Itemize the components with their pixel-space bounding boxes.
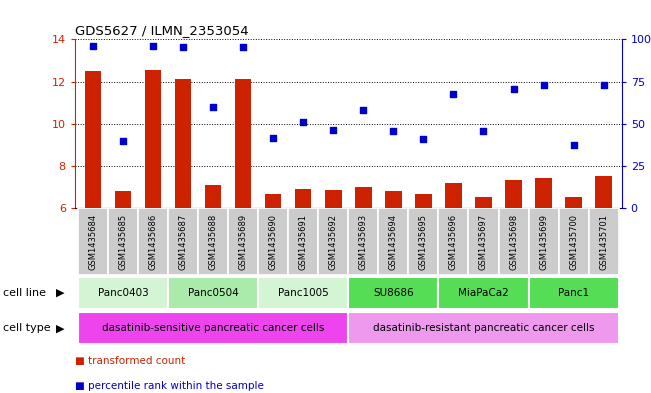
Point bbox=[538, 82, 549, 88]
Point bbox=[298, 119, 309, 125]
Text: GSM1435685: GSM1435685 bbox=[118, 214, 128, 270]
Bar bbox=[535, 178, 552, 208]
Text: GSM1435698: GSM1435698 bbox=[509, 214, 518, 270]
Bar bbox=[415, 193, 432, 208]
Point bbox=[598, 82, 609, 88]
Text: Panc0504: Panc0504 bbox=[187, 288, 238, 298]
Text: GSM1435691: GSM1435691 bbox=[299, 214, 308, 270]
Text: GSM1435688: GSM1435688 bbox=[208, 213, 217, 270]
Text: Panc1005: Panc1005 bbox=[278, 288, 329, 298]
Bar bbox=[265, 193, 281, 208]
Point bbox=[508, 86, 519, 92]
Bar bbox=[85, 71, 101, 208]
Point bbox=[148, 42, 158, 49]
Text: GSM1435699: GSM1435699 bbox=[539, 214, 548, 270]
Text: cell line: cell line bbox=[3, 288, 46, 298]
FancyBboxPatch shape bbox=[318, 208, 348, 275]
Bar bbox=[325, 190, 342, 208]
Text: cell type: cell type bbox=[3, 323, 51, 333]
Text: GSM1435694: GSM1435694 bbox=[389, 214, 398, 270]
FancyBboxPatch shape bbox=[438, 277, 529, 309]
Text: dasatinib-sensitive pancreatic cancer cells: dasatinib-sensitive pancreatic cancer ce… bbox=[102, 323, 324, 333]
Bar bbox=[115, 191, 132, 208]
FancyBboxPatch shape bbox=[78, 208, 108, 275]
FancyBboxPatch shape bbox=[499, 208, 529, 275]
Bar bbox=[205, 185, 221, 208]
Text: ■ percentile rank within the sample: ■ percentile rank within the sample bbox=[75, 381, 264, 391]
FancyBboxPatch shape bbox=[348, 312, 618, 344]
Bar bbox=[475, 196, 492, 208]
Bar bbox=[505, 180, 522, 208]
Point bbox=[178, 44, 188, 50]
Point bbox=[568, 142, 579, 148]
Text: Panc1: Panc1 bbox=[558, 288, 589, 298]
Text: GSM1435686: GSM1435686 bbox=[148, 213, 158, 270]
Point bbox=[418, 136, 428, 142]
Point bbox=[118, 138, 128, 144]
Text: SU8686: SU8686 bbox=[373, 288, 413, 298]
Text: GSM1435692: GSM1435692 bbox=[329, 214, 338, 270]
Text: ▶: ▶ bbox=[56, 323, 65, 333]
Point bbox=[328, 127, 339, 133]
FancyBboxPatch shape bbox=[348, 208, 378, 275]
Text: dasatinib-resistant pancreatic cancer cells: dasatinib-resistant pancreatic cancer ce… bbox=[373, 323, 594, 333]
FancyBboxPatch shape bbox=[78, 277, 168, 309]
Text: Panc0403: Panc0403 bbox=[98, 288, 148, 298]
Bar bbox=[355, 187, 372, 208]
Text: GDS5627 / ILMN_2353054: GDS5627 / ILMN_2353054 bbox=[75, 24, 249, 37]
Text: GSM1435689: GSM1435689 bbox=[239, 214, 247, 270]
Text: MiaPaCa2: MiaPaCa2 bbox=[458, 288, 509, 298]
Text: GSM1435695: GSM1435695 bbox=[419, 214, 428, 270]
FancyBboxPatch shape bbox=[529, 277, 618, 309]
Point bbox=[478, 128, 489, 134]
Bar bbox=[565, 196, 582, 208]
Text: ▶: ▶ bbox=[56, 288, 65, 298]
Point bbox=[88, 42, 98, 49]
Bar bbox=[445, 183, 462, 208]
FancyBboxPatch shape bbox=[198, 208, 228, 275]
Text: ■ transformed count: ■ transformed count bbox=[75, 356, 185, 365]
FancyBboxPatch shape bbox=[138, 208, 168, 275]
Bar bbox=[596, 176, 612, 208]
Text: GSM1435693: GSM1435693 bbox=[359, 214, 368, 270]
FancyBboxPatch shape bbox=[258, 208, 288, 275]
Point bbox=[268, 134, 279, 141]
FancyBboxPatch shape bbox=[228, 208, 258, 275]
Text: GSM1435687: GSM1435687 bbox=[178, 213, 187, 270]
Point bbox=[388, 128, 398, 134]
Point bbox=[449, 91, 459, 97]
Bar bbox=[235, 79, 251, 208]
Text: GSM1435684: GSM1435684 bbox=[89, 214, 98, 270]
Bar bbox=[174, 79, 191, 208]
Bar bbox=[295, 189, 311, 208]
Text: GSM1435696: GSM1435696 bbox=[449, 214, 458, 270]
Bar bbox=[385, 191, 402, 208]
FancyBboxPatch shape bbox=[469, 208, 499, 275]
FancyBboxPatch shape bbox=[378, 208, 408, 275]
FancyBboxPatch shape bbox=[288, 208, 318, 275]
FancyBboxPatch shape bbox=[108, 208, 138, 275]
FancyBboxPatch shape bbox=[589, 208, 618, 275]
FancyBboxPatch shape bbox=[438, 208, 469, 275]
FancyBboxPatch shape bbox=[78, 312, 348, 344]
FancyBboxPatch shape bbox=[258, 277, 348, 309]
FancyBboxPatch shape bbox=[559, 208, 589, 275]
FancyBboxPatch shape bbox=[348, 277, 438, 309]
Point bbox=[238, 44, 248, 50]
Point bbox=[208, 104, 218, 110]
Bar bbox=[145, 70, 161, 208]
Text: GSM1435701: GSM1435701 bbox=[599, 214, 608, 270]
Point bbox=[358, 107, 368, 113]
FancyBboxPatch shape bbox=[529, 208, 559, 275]
Text: GSM1435700: GSM1435700 bbox=[569, 214, 578, 270]
Text: GSM1435697: GSM1435697 bbox=[479, 214, 488, 270]
Text: GSM1435690: GSM1435690 bbox=[269, 214, 278, 270]
FancyBboxPatch shape bbox=[168, 277, 258, 309]
FancyBboxPatch shape bbox=[408, 208, 438, 275]
FancyBboxPatch shape bbox=[168, 208, 198, 275]
